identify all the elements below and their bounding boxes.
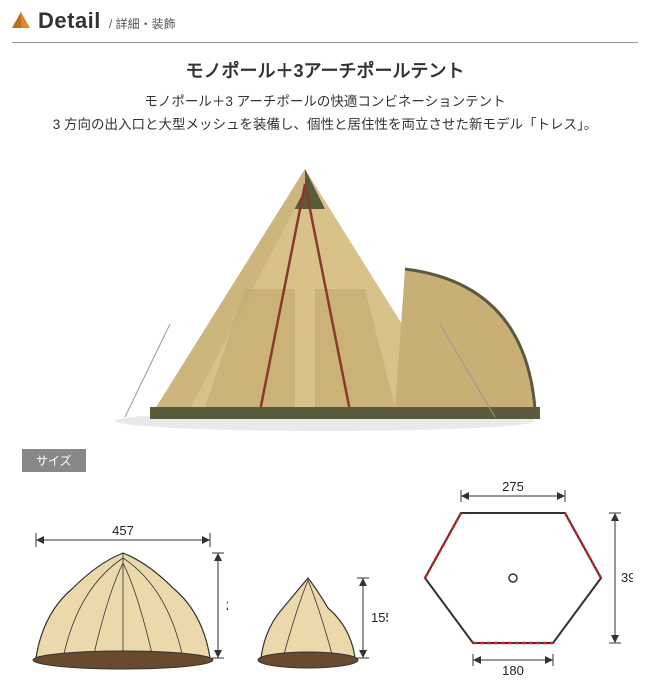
detail-header: Detail / 詳細・装飾: [0, 0, 650, 42]
dim-bottom-width: 180: [502, 663, 524, 678]
dim-front-width: 457: [112, 523, 134, 538]
diagram-front: 457 250: [18, 518, 228, 678]
tent-hero-image: [0, 149, 650, 439]
header-subtitle: / 詳細・装飾: [109, 15, 176, 32]
subline-1: モノポール＋3 アーチポールの快適コンビネーションテント: [0, 91, 650, 114]
size-diagrams: 457 250 155: [0, 478, 650, 688]
header-title: Detail: [38, 8, 101, 34]
dim-depth: 390: [621, 570, 633, 585]
triangle-icon: [12, 12, 30, 28]
dim-side-height: 155: [371, 610, 388, 625]
dim-front-height: 250: [226, 598, 228, 613]
dim-top-width: 275: [502, 479, 524, 494]
diagram-side: 155: [243, 518, 388, 678]
diagram-plan: 275 390 180: [403, 478, 633, 678]
size-badge: サイズ: [22, 449, 86, 472]
subline-2: 3 方向の出入口と大型メッシュを装備し、個性と居住性を両立させた新モデル「トレス…: [0, 114, 650, 137]
headline: モノポール＋3アーチポールテント: [0, 57, 650, 83]
divider: [12, 42, 638, 43]
